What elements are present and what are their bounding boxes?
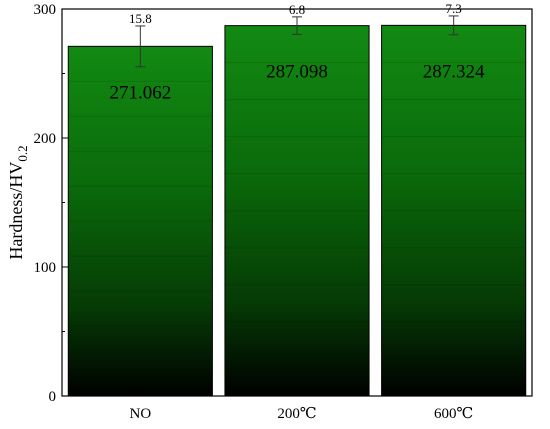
y-axis-label-subscript: 0.2	[15, 145, 30, 161]
value-label-1: 287.098	[266, 62, 328, 83]
x-tick-label-1: 200℃	[277, 406, 316, 422]
error-bars-layer	[135, 15, 459, 68]
y-tick-label-3: 300	[34, 2, 57, 18]
y-tick-label-1: 100	[34, 260, 57, 276]
x-tick-label-0: NO	[129, 406, 151, 422]
x-tick-label-2: 600℃	[434, 406, 473, 422]
y-tick-label-0: 0	[49, 389, 57, 405]
y-axis-label: Hardness/HV0.2	[6, 145, 30, 259]
error-label-0: 15.8	[129, 11, 152, 26]
axis-layer: NO 200℃ 600℃ 0 100 200 300	[34, 2, 474, 422]
y-axis-label-main: Hardness/HV	[6, 162, 26, 260]
bar-1	[224, 25, 370, 397]
bar-0	[67, 45, 213, 397]
value-label-0: 271.062	[109, 82, 171, 103]
value-label-2: 287.324	[423, 61, 485, 82]
bars-layer	[67, 24, 527, 397]
y-tick-label-2: 200	[34, 131, 57, 147]
